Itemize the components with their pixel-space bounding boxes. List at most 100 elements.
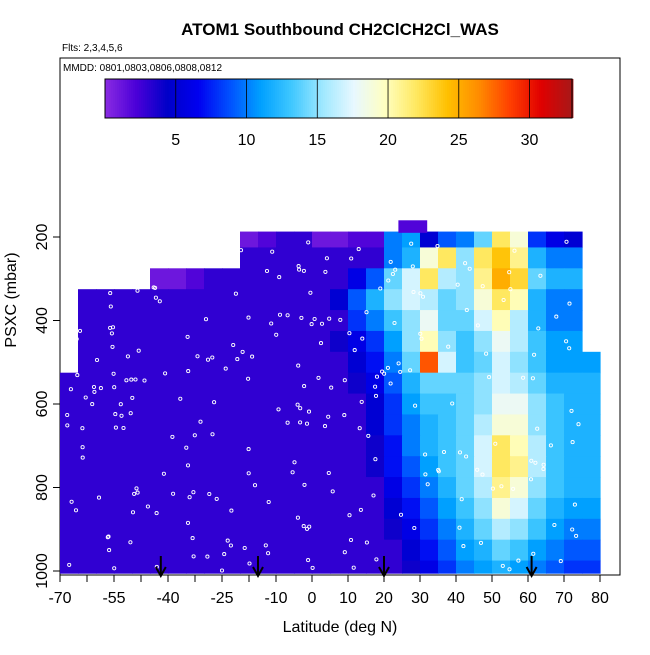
colorbar-segment [219,79,222,118]
heatmap-cell [312,310,331,332]
heatmap-cell [510,351,529,374]
heatmap-cell [312,435,331,457]
colorbar-segment [195,79,198,118]
heatmap-cell [384,247,403,269]
colorbar-tick-label: 25 [450,132,468,149]
heatmap-cell [204,456,223,478]
colorbar-segment [561,79,564,118]
heatmap-cell [258,414,277,436]
heatmap-cell [294,518,313,541]
heatmap-cell [384,268,403,290]
heatmap-cell [384,310,403,332]
heatmap-cell [510,539,529,562]
colorbar-segment [317,79,320,118]
heatmap-cell [492,435,511,457]
heatmap-cell [258,268,277,290]
colorbar-segment [135,79,138,118]
heatmap-cell [78,393,97,416]
heatmap-cell [546,372,565,395]
heatmap-cell [420,231,439,249]
heatmap-cell [528,310,547,332]
heatmap-cell [474,247,493,269]
heatmap-cell [456,560,475,574]
sample-point [111,371,116,376]
heatmap-cell [276,497,295,520]
heatmap-cell [474,560,493,574]
sample-points-layer [65,239,581,573]
sample-point [418,291,423,296]
colorbar-segment [247,79,250,118]
heatmap-cell [276,268,295,290]
heatmap-cell [510,289,529,311]
colorbar-segment [179,79,182,118]
heatmap-cell [294,289,313,311]
heatmap-cell [114,393,133,416]
colorbar-segment [155,79,158,118]
heatmap-cell [420,372,439,395]
heatmap-cell [312,351,331,374]
colorbar-segment [437,79,440,118]
colorbar-tick-label: 30 [521,132,539,149]
colorbar-segment [191,79,194,118]
heatmap-cell [222,310,241,332]
sample-point [68,387,73,392]
heatmap-cell [168,310,187,332]
colorbar-segment [563,79,566,118]
heatmap-cell [168,330,187,353]
colorbar-segment [379,79,382,118]
sample-point [250,354,255,359]
colorbar-segment [137,79,140,118]
sample-point [219,568,225,573]
heatmap-cell [150,477,169,499]
sample-point [210,432,215,437]
heatmap-cell [582,539,601,562]
colorbar-segment [495,79,498,118]
colorbar: 5 10 15 20 25 30 [104,78,574,149]
sample-point [135,490,140,495]
heatmap-cell [294,268,313,290]
colorbar-segment [249,79,252,118]
colorbar-segment [299,79,302,118]
flight-arrow [252,556,264,579]
heatmap-cell [492,351,511,374]
colorbar-segment [347,79,350,118]
sample-point [342,550,347,555]
heatmap-cell [240,310,259,332]
sample-point [246,447,251,452]
heatmap-cell [132,310,151,332]
heatmap-cell [348,539,367,562]
heatmap-cell [222,414,241,436]
heatmap-cell [114,477,133,499]
colorbar-segment [501,79,504,118]
heatmap-cell [186,268,205,290]
heatmap-cell [546,289,565,311]
sample-point [246,376,251,381]
heatmap-cell [492,231,511,249]
colorbar-segment [373,79,376,118]
heatmap-cell [474,268,493,290]
heatmap-cell [96,477,115,499]
heatmap-cell [114,435,133,457]
colorbar-segment [253,79,256,118]
heatmap-cell [330,560,349,574]
heatmap-cell [348,560,367,574]
colorbar-segment [423,79,426,118]
colorbar-segment [515,79,518,118]
heatmap-cell [186,414,205,436]
colorbar-segment [129,79,132,118]
colorbar-segment [261,79,264,118]
sample-point [184,445,189,450]
colorbar-segment [275,79,278,118]
heatmap-cell [438,268,457,290]
sample-point [374,557,379,562]
colorbar-segment [465,79,468,118]
heatmap-cell [78,539,97,562]
colorbar-segment [487,79,490,118]
sample-point [153,285,158,290]
heatmap-cell [258,497,277,520]
sample-point [463,261,468,266]
heatmap-cell [384,372,403,395]
colorbar-segment [355,79,358,118]
sample-point [409,241,414,246]
sample-point [564,239,569,244]
